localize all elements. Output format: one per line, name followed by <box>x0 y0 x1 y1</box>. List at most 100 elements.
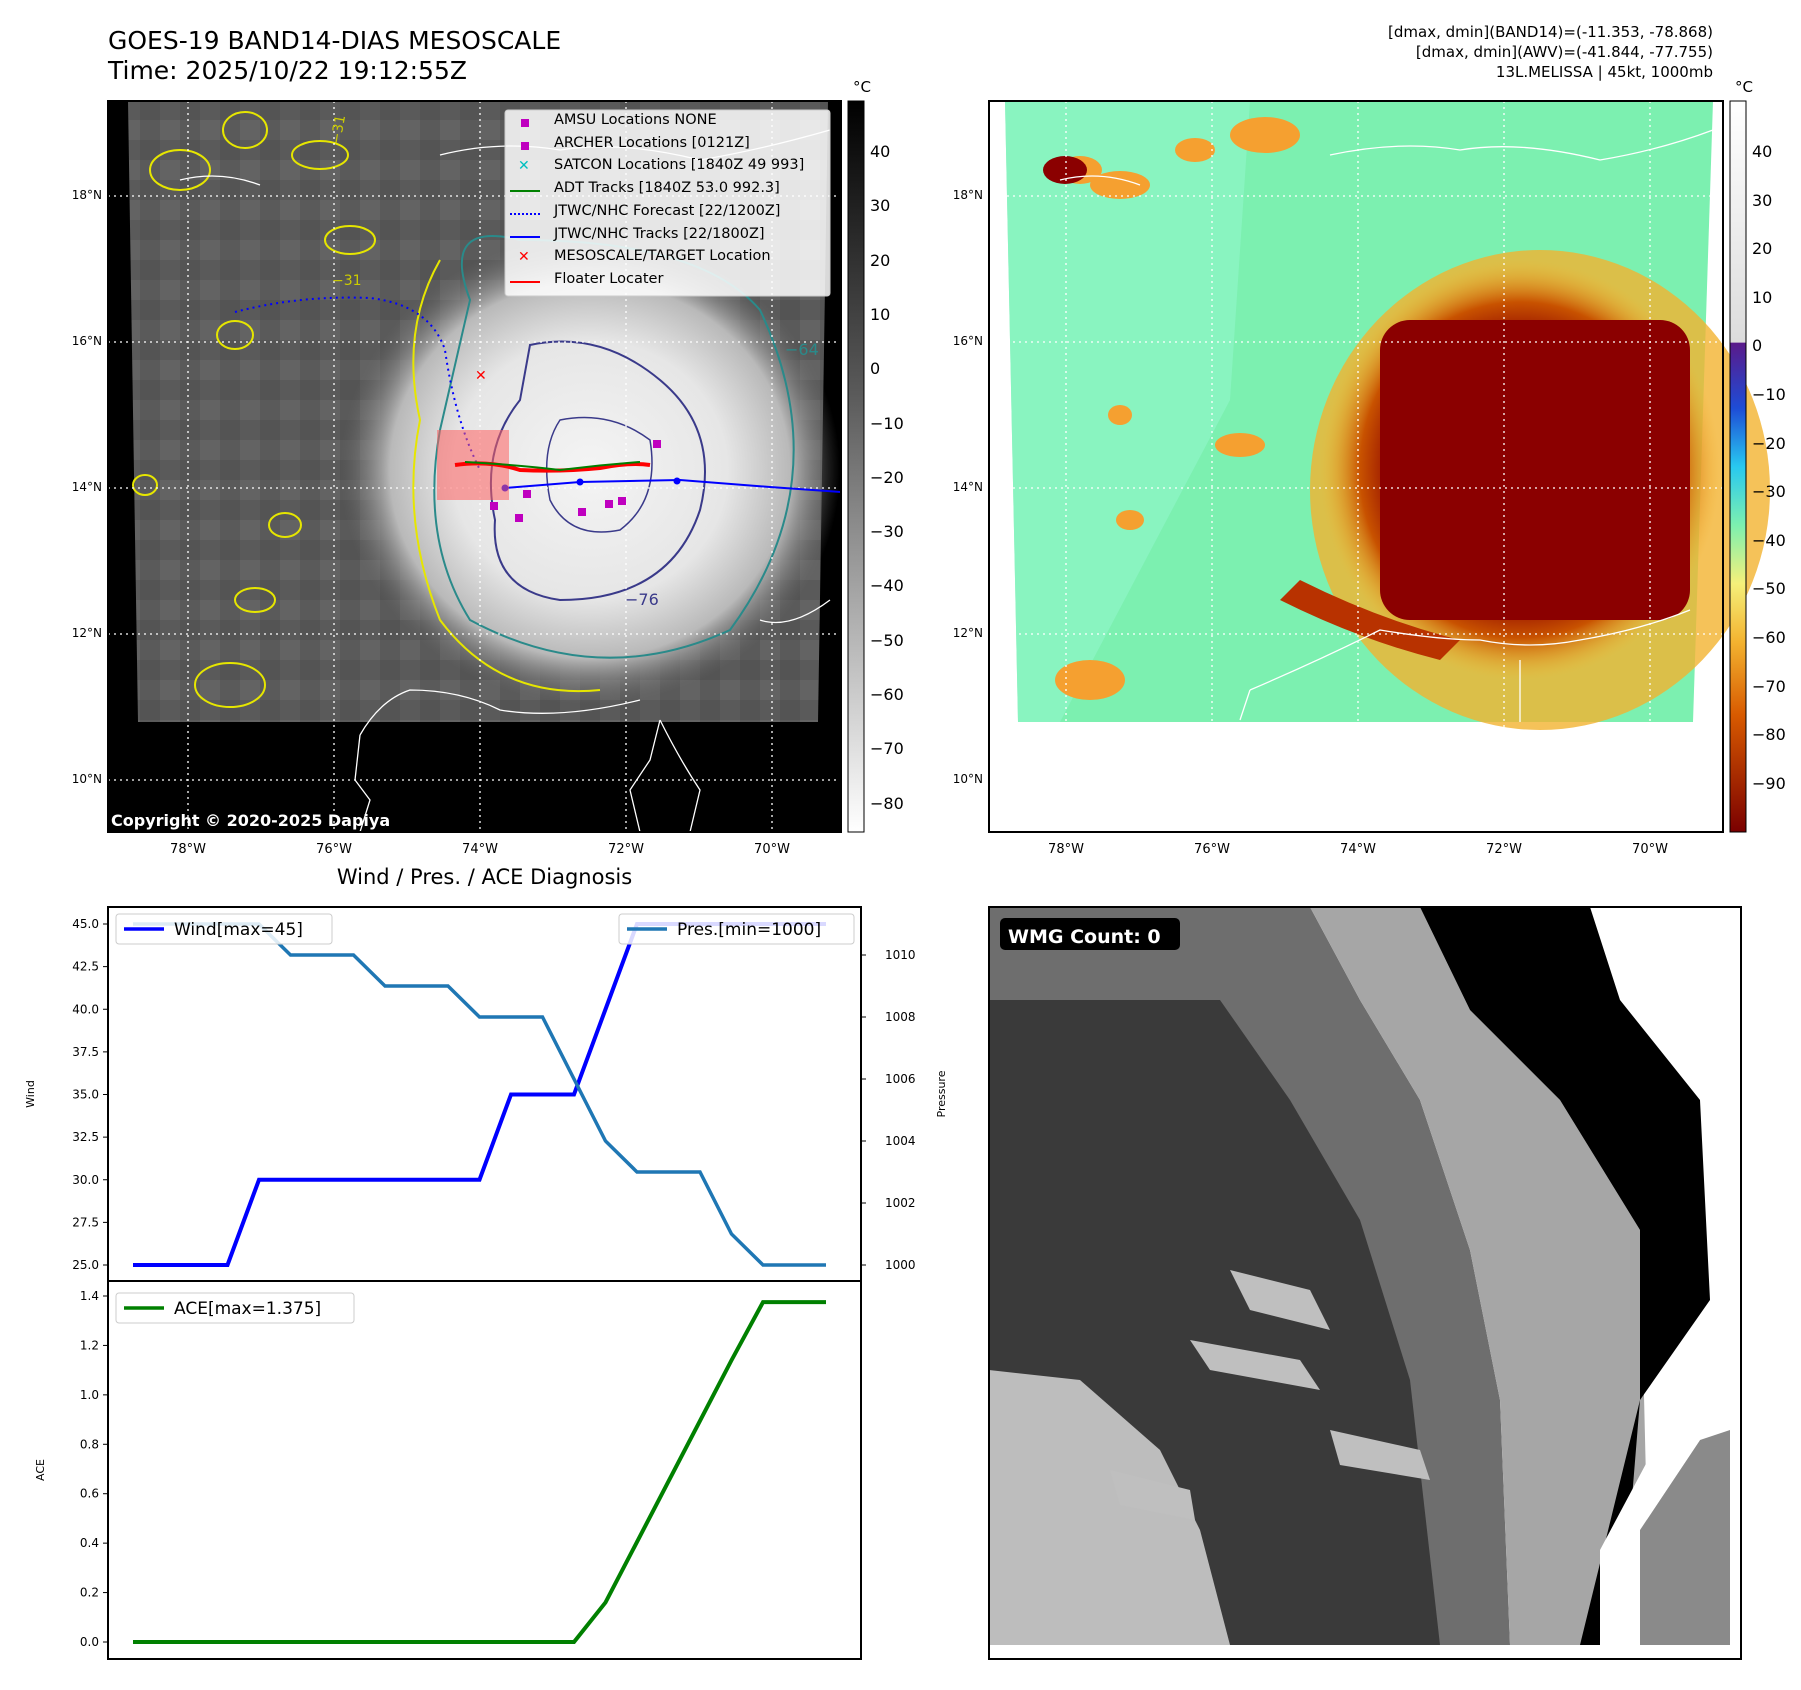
pres-tick-label: 1010 <box>885 948 916 962</box>
wind-tick-label: 35.0 <box>72 1088 99 1102</box>
colorbar-tick: −50 <box>870 630 904 650</box>
storm-coldest-region <box>1380 320 1690 620</box>
legend-swatch <box>510 235 540 238</box>
left-map-frame <box>107 100 842 833</box>
right-map-frame <box>988 100 1724 833</box>
colorbar-tick: 0 <box>1752 336 1763 356</box>
copyright-text: Copyright © 2020-2025 Dapiya <box>111 811 390 830</box>
left-colorbar-unit: °C <box>853 78 871 96</box>
colorbar-tick: 0 <box>870 359 881 379</box>
lon-label: 74°W <box>462 842 498 857</box>
jtwc-forecast-track <box>234 296 481 471</box>
ace-axis-label: ACE <box>34 1459 47 1481</box>
colorbar-tick: −40 <box>870 576 904 596</box>
wmg-count-box <box>1000 918 1180 950</box>
colorbar-tick: −20 <box>1752 433 1786 453</box>
colorbar-tick: −80 <box>1752 725 1786 745</box>
contour-label-4: −76 <box>625 590 659 609</box>
wind-axis-label: Wind <box>24 1080 37 1108</box>
pres-tick-label: 1002 <box>885 1196 916 1210</box>
lat-label: 16°N <box>952 334 983 348</box>
ace-tick-label: 0.8 <box>80 1437 99 1451</box>
adt-track <box>464 461 641 472</box>
colorbar-tick: −20 <box>870 467 904 487</box>
ace-tick-label: 1.2 <box>80 1338 99 1352</box>
lon-label: 78°W <box>1048 842 1084 857</box>
lon-label: 76°W <box>1194 842 1230 857</box>
contour-label-1: −31 <box>332 273 362 289</box>
target-location-marker: ✕ <box>475 368 487 384</box>
ace-frame <box>107 1280 862 1660</box>
wind-tick-label: 32.5 <box>72 1130 99 1144</box>
wmg-count-label: WMG Count: 0 <box>1008 926 1161 948</box>
wind-pres-frame <box>107 906 862 1282</box>
ace-legend-box <box>115 1292 355 1324</box>
lat-label: 10°N <box>952 772 983 786</box>
wind-legend-label: Wind[max=45] <box>174 920 303 940</box>
right-colorbar <box>1729 100 1747 833</box>
colorbar-tick: −10 <box>1752 385 1786 404</box>
right-gridlines <box>989 101 1723 832</box>
colorbar-tick: 20 <box>870 250 891 270</box>
lon-label: 70°W <box>754 842 790 857</box>
colorbar-tick: −80 <box>870 793 904 813</box>
lat-label: 14°N <box>952 480 983 494</box>
wind-tick-label: 40.0 <box>72 1002 99 1016</box>
lon-label: 74°W <box>1340 842 1376 857</box>
left-map: ✕ −31 −31 −64 −76 Copyright © 2020-2025 … <box>107 100 842 833</box>
pres-axis-label: Pressure <box>935 1070 948 1117</box>
legend-label: AMSU Locations NONE <box>554 112 717 128</box>
contour-label-3: −64 <box>785 340 819 359</box>
ace-tick-label: 0.4 <box>80 1536 99 1550</box>
colorbar-tick: −90 <box>1752 773 1786 793</box>
wmg-panel: WMG Count: 0 <box>988 906 1742 1660</box>
pres-series-line <box>133 922 826 1267</box>
archer-locations <box>490 440 661 522</box>
legend-label: JTWC/NHC Forecast [22/1200Z] <box>554 202 781 219</box>
legend-swatch: ✕ <box>518 249 530 266</box>
pres-legend-label: Pres.[min=1000] <box>677 920 821 940</box>
wind-tick-label: 37.5 <box>72 1045 99 1059</box>
lat-label: 12°N <box>952 626 983 640</box>
lat-label: 14°N <box>71 480 102 494</box>
wind-tick-label: 30.0 <box>72 1173 99 1187</box>
ace-tick-label: 1.0 <box>80 1388 99 1402</box>
contour-label-2: −31 <box>328 114 349 146</box>
right-colorbar-unit: °C <box>1735 78 1753 96</box>
lat-label: 18°N <box>952 188 983 202</box>
pres-legend-box <box>618 913 855 945</box>
legend-swatch <box>510 190 540 193</box>
chart-title: Wind / Pres. / ACE Diagnosis <box>337 865 632 889</box>
lat-label: 16°N <box>71 334 102 348</box>
colorbar-tick: 30 <box>870 196 891 216</box>
colorbar-tick: −50 <box>1752 579 1786 599</box>
colorbar-tick: −30 <box>1752 482 1786 502</box>
ace-legend-label: ACE[max=1.375] <box>174 1299 321 1319</box>
lon-label: 70°W <box>1632 842 1668 857</box>
colorbar-tick: 10 <box>1752 287 1773 307</box>
right-map <box>988 100 1770 833</box>
wind-tick-label: 27.5 <box>72 1215 99 1229</box>
ace-tick-label: 0.6 <box>80 1487 99 1501</box>
pres-tick-label: 1008 <box>885 1010 916 1024</box>
stats-line3: 13L.MELISSA | 45kt, 1000mb <box>1495 63 1713 81</box>
colorbar-tick: −40 <box>1752 530 1786 550</box>
wind-legend-box <box>115 913 333 945</box>
colorbar-tick: 30 <box>1752 190 1773 210</box>
left-colorbar <box>847 100 865 833</box>
ace-tick-label: 0.0 <box>80 1635 99 1649</box>
colorbar-tick: 40 <box>870 142 891 161</box>
lat-label: 18°N <box>71 188 102 202</box>
legend-label: ADT Tracks [1840Z 53.0 992.3] <box>554 180 780 197</box>
scattered-cloud-contours <box>132 111 376 708</box>
stats-line1: [dmax, dmin](BAND14)=(-11.353, -78.868) <box>1388 23 1713 41</box>
lat-label: 12°N <box>71 626 102 640</box>
legend-swatch <box>521 141 529 150</box>
pres-tick-label: 1004 <box>885 1134 916 1148</box>
wmg-frame <box>988 906 1742 1660</box>
lon-label: 76°W <box>316 842 352 857</box>
wind-tick-label: 25.0 <box>72 1258 99 1272</box>
legend-swatch <box>510 280 540 283</box>
stats-line2: [dmax, dmin](AWV)=(-41.844, -77.755) <box>1415 43 1713 61</box>
